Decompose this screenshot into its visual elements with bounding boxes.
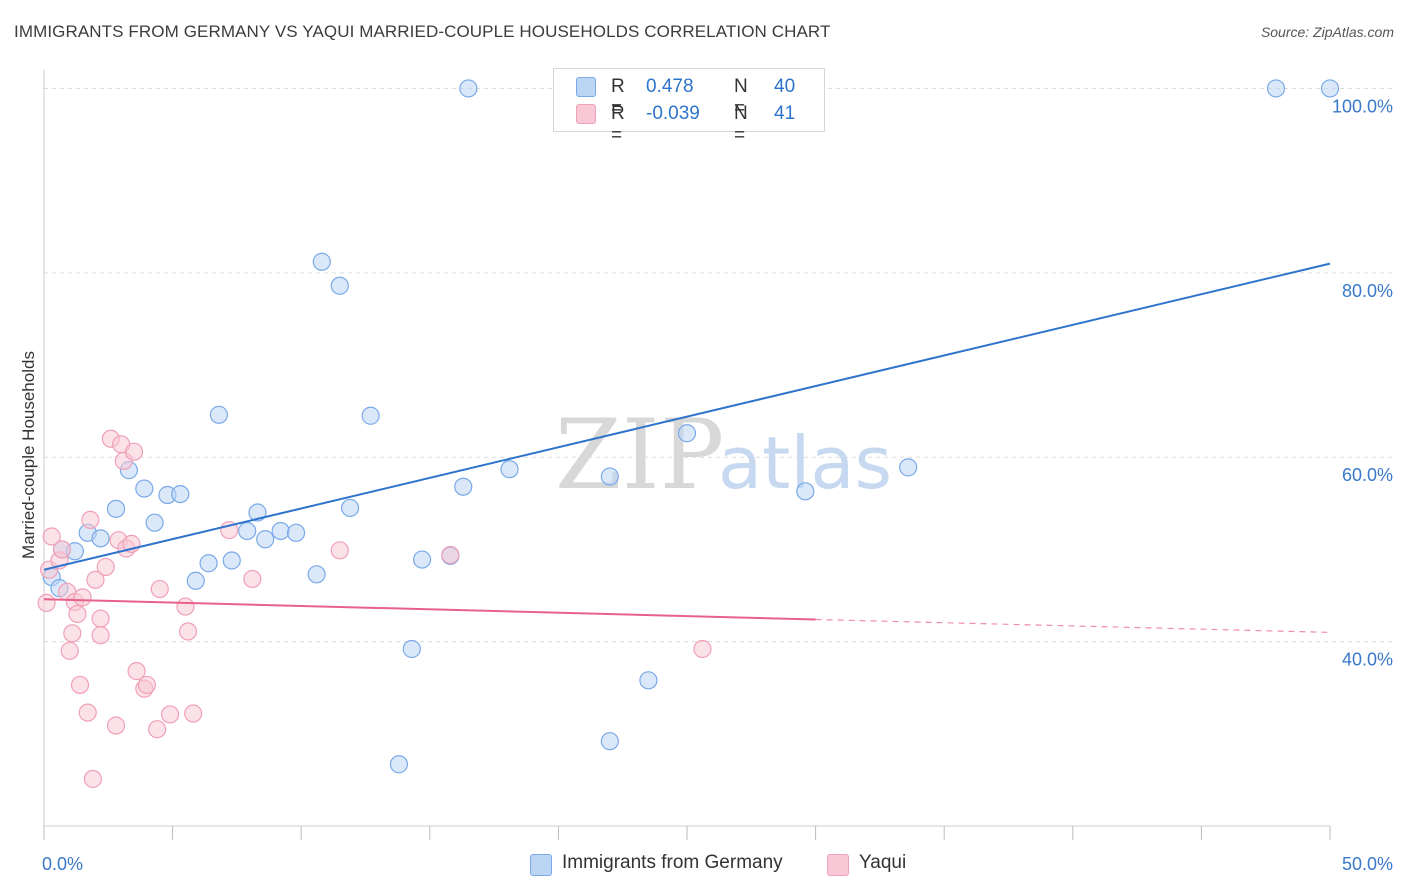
bottom-legend-swatch-blue (530, 854, 552, 876)
x-tick-label: 50.0% (1342, 854, 1393, 874)
yaqui-point (106, 716, 126, 735)
germany-point (412, 550, 432, 569)
germany-point (238, 521, 257, 541)
germany-point (248, 503, 267, 522)
germany-point (145, 513, 164, 532)
yaqui-trend-line (43, 598, 816, 621)
source-label: Source: ZipAtlas.com (1260, 24, 1394, 40)
label-layer: 40.0% 60.0% 80.0% 100.0% 0.0% 50.0% (42, 96, 1393, 874)
germany-point (330, 276, 349, 295)
germany-point (312, 252, 331, 271)
y-axis-label: Married-couple Households (19, 351, 38, 559)
axis-layer (43, 70, 1331, 840)
yaqui-point (243, 569, 262, 589)
chart-title: IMMIGRANTS FROM GERMANY VS YAQUI MARRIED… (14, 22, 831, 41)
germany-point (459, 79, 478, 98)
yaqui-point (693, 639, 712, 659)
germany-point (600, 732, 619, 751)
germany-point (307, 565, 326, 584)
correlation-legend: R = 0.478 N = 40 R = -0.039 N = 41 (553, 68, 825, 146)
germany-point (796, 482, 815, 501)
bottom-legend-label-yaqui: Yaqui (859, 852, 907, 873)
legend-r-value: 0.478 (646, 76, 694, 97)
watermark-zip: ZIP (555, 399, 724, 511)
germany-point (171, 484, 190, 504)
legend-n-value: 40 (774, 76, 796, 97)
yaqui-point (60, 641, 79, 660)
germany-point (454, 477, 473, 496)
yaqui-point (150, 579, 169, 599)
germany-point (361, 406, 380, 425)
legend-n-label: N = (734, 103, 748, 146)
y-tick-label: 80.0% (1342, 281, 1393, 301)
germany-point (639, 671, 658, 690)
x-tick-label: 0.0% (42, 854, 83, 874)
y-tick-label: 60.0% (1342, 465, 1393, 485)
yaqui-point (148, 720, 167, 739)
trend-layer (43, 262, 1331, 633)
yaqui-point (78, 703, 97, 722)
germany-point (186, 571, 205, 590)
yaqui-trend-extension (815, 618, 1331, 633)
yaqui-point (86, 570, 105, 589)
germany-point (135, 479, 154, 498)
yaqui-point (63, 624, 82, 643)
legend-r-value: -0.039 (646, 103, 700, 124)
germany-point (500, 460, 519, 479)
yaqui-point (91, 626, 110, 645)
yaqui-point (137, 675, 156, 695)
germany-trend-line (43, 262, 1331, 571)
germany-point (600, 467, 619, 486)
yaqui-point (124, 442, 144, 461)
yaqui-point (127, 662, 146, 681)
legend-n-value: 41 (774, 103, 796, 124)
germany-point (209, 405, 228, 424)
bottom-legend-label-germany: Immigrants from Germany (562, 852, 783, 873)
bottom-legend-swatch-pink (827, 854, 849, 876)
legend-r-label: R = (611, 76, 625, 119)
yaqui-point (91, 609, 110, 628)
germany-point (402, 639, 421, 659)
y-tick-label: 100.0% (1332, 96, 1393, 116)
germany-point (222, 551, 241, 570)
yaqui-point (73, 588, 92, 607)
points-layer (37, 79, 1340, 789)
legend-n-label: N = (734, 76, 748, 119)
yaqui-point (37, 593, 56, 612)
germany-point (340, 498, 360, 518)
germany-point (286, 523, 306, 542)
germany-point (899, 458, 918, 477)
germany-point (256, 530, 275, 549)
yaqui-point (330, 541, 349, 560)
germany-point (389, 755, 409, 774)
yaqui-point (176, 597, 195, 616)
legend-r-label: R = (611, 103, 625, 146)
grid-layer (44, 87, 1392, 643)
yaqui-point (52, 540, 72, 559)
y-tick-label: 40.0% (1342, 650, 1393, 670)
germany-point (677, 424, 697, 443)
germany-point (271, 521, 290, 541)
yaqui-point (68, 604, 87, 624)
germany-point (1320, 79, 1340, 98)
germany-point (106, 499, 126, 518)
yaqui-point (81, 510, 100, 530)
yaqui-point (441, 545, 460, 565)
yaqui-point (70, 675, 90, 695)
germany-point (1266, 79, 1286, 98)
yaqui-point (96, 557, 115, 577)
yaqui-point (184, 704, 203, 723)
yaqui-point (42, 527, 61, 546)
yaqui-point (178, 622, 198, 641)
legend-swatch-pink (576, 104, 596, 124)
yaqui-point (160, 705, 180, 724)
yaqui-point (83, 769, 102, 789)
germany-point (199, 554, 218, 573)
germany-point (91, 529, 110, 548)
legend-swatch-blue (576, 77, 596, 97)
